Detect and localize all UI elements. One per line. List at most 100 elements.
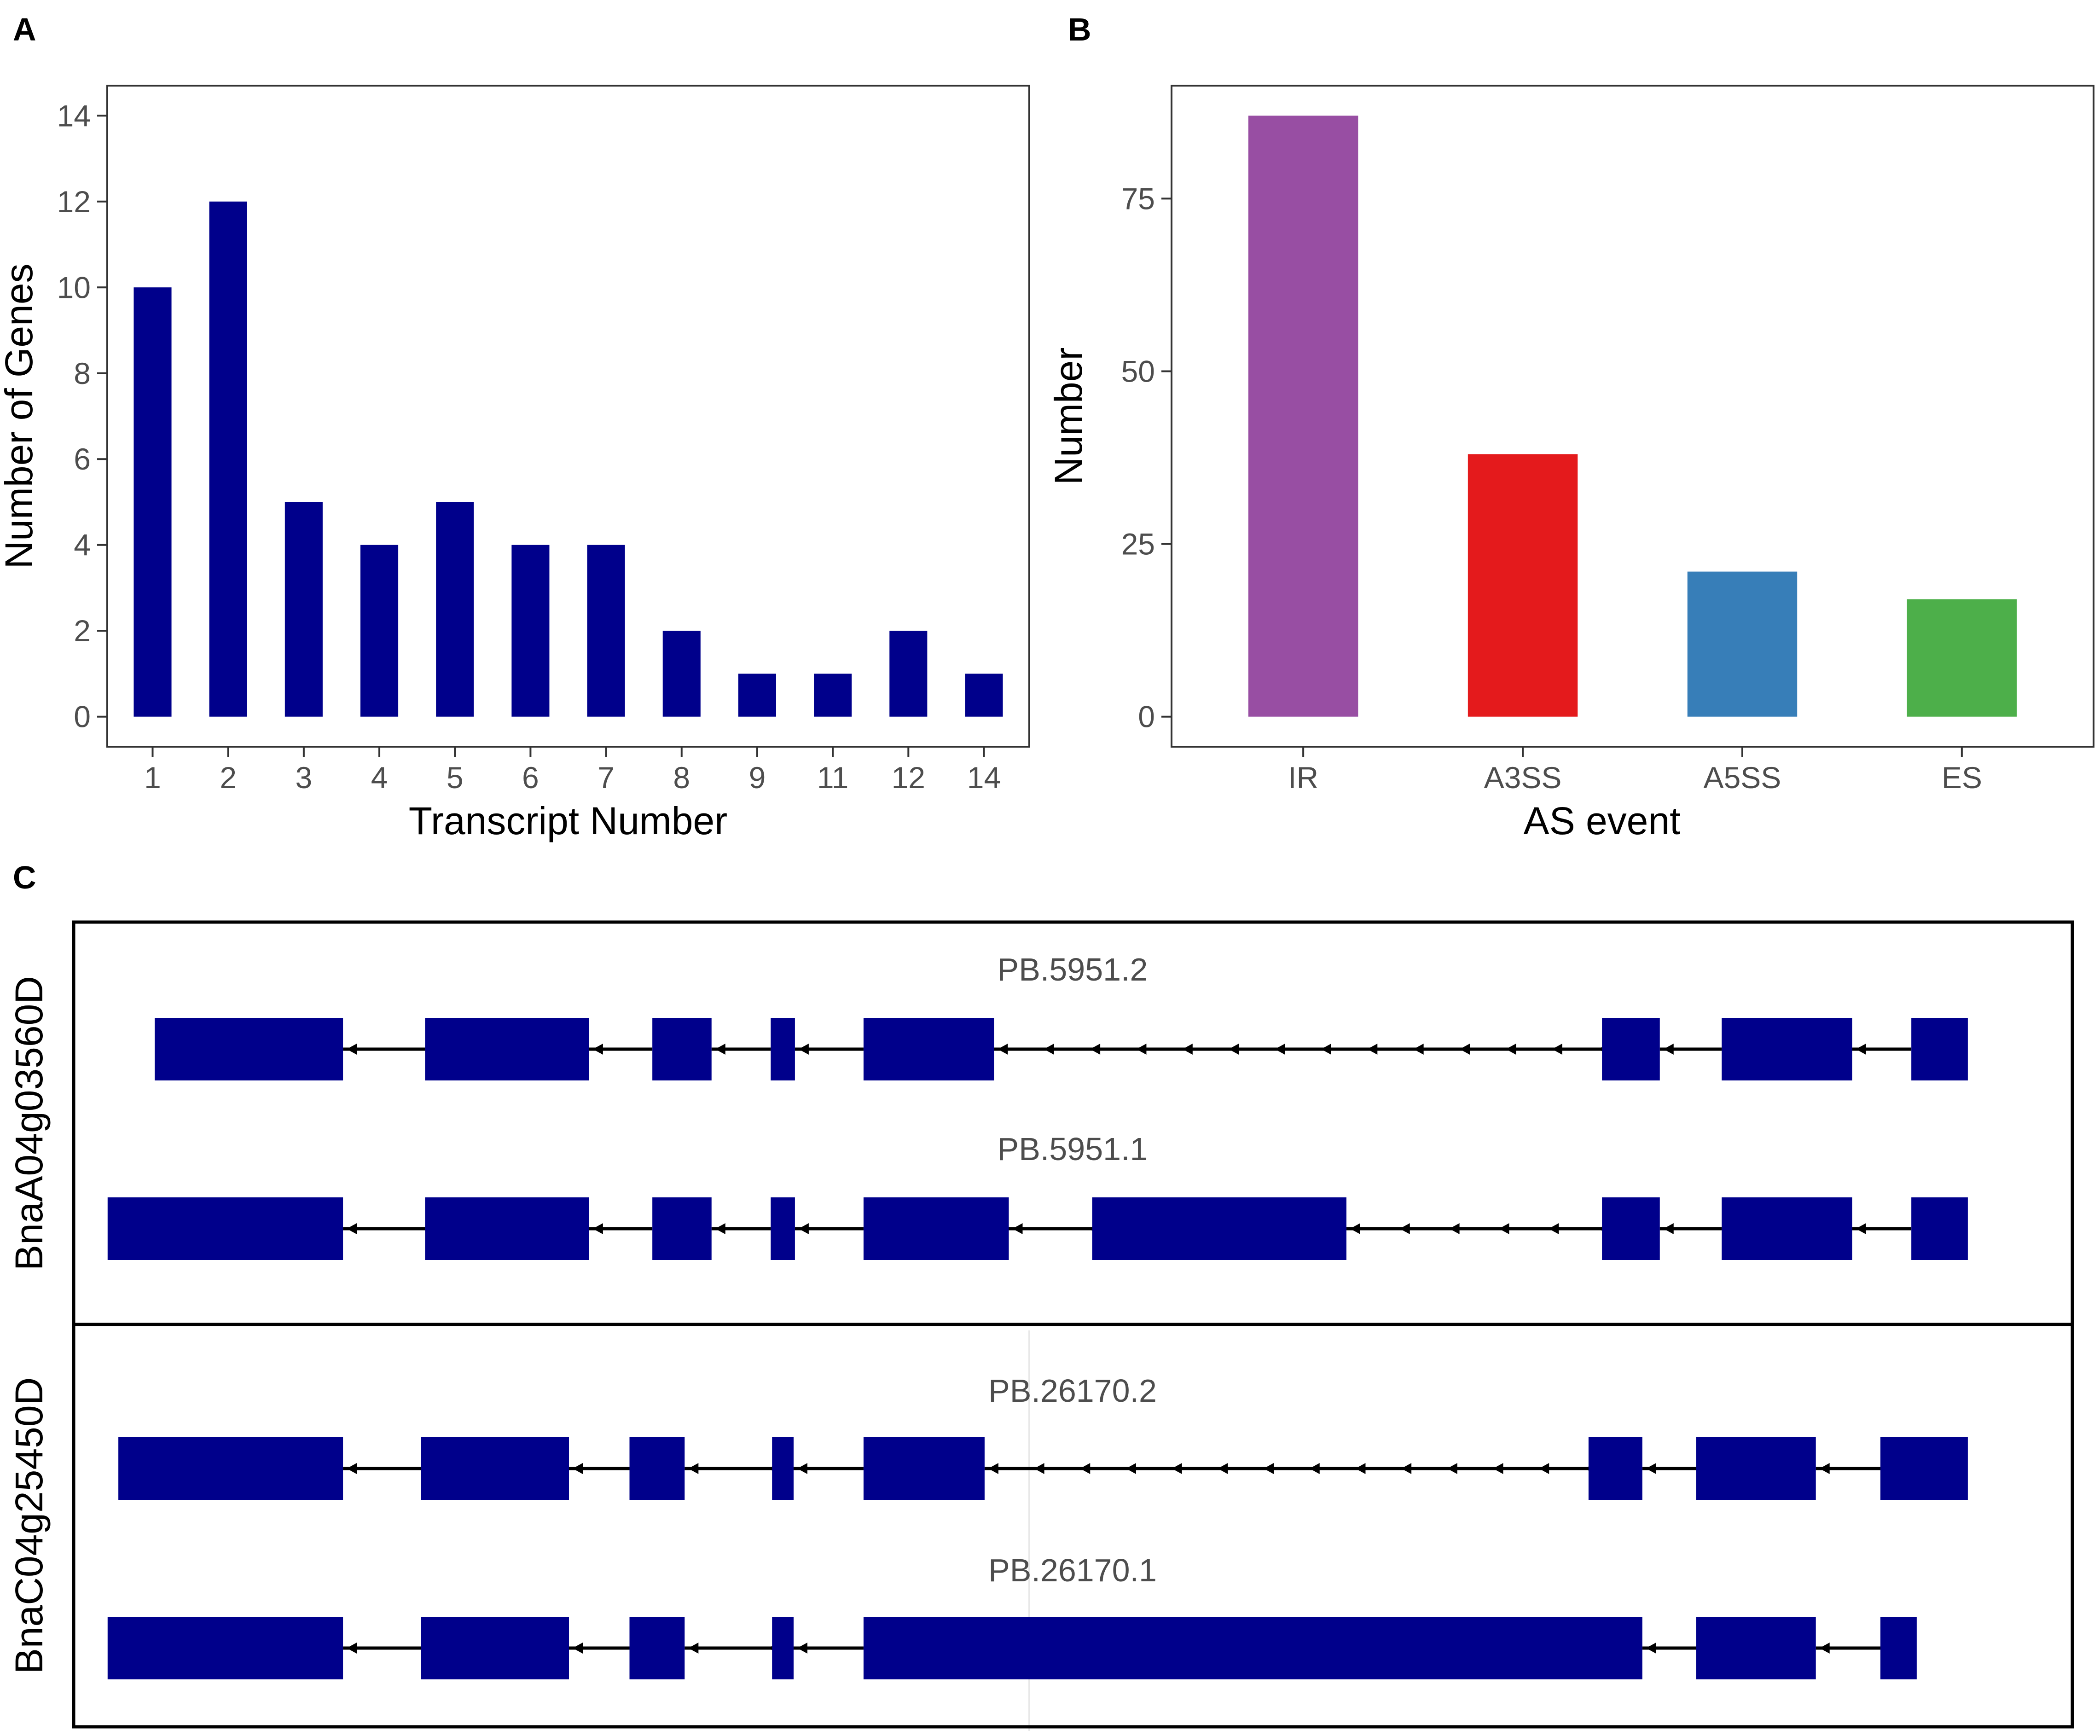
a-x-tick-label: 8 <box>673 761 690 795</box>
exon-block <box>772 1617 794 1679</box>
direction-arrow-icon <box>1090 1044 1101 1055</box>
isoform-track: PB.26170.2 <box>118 1373 1968 1500</box>
direction-arrow-icon <box>592 1044 603 1055</box>
a-y-tick-label: 4 <box>74 528 91 562</box>
direction-arrow-icon <box>715 1223 725 1234</box>
direction-arrow-icon <box>688 1643 699 1654</box>
direction-arrow-icon <box>688 1463 699 1474</box>
isoform-track: PB.26170.1 <box>107 1552 1917 1679</box>
a-y-tick-label: 2 <box>74 614 91 648</box>
direction-arrow-icon <box>1012 1223 1023 1234</box>
direction-arrow-icon <box>1449 1223 1460 1234</box>
exon-block <box>1696 1617 1816 1679</box>
a-x-tick-label: 9 <box>749 761 766 795</box>
b-bar-A5SS <box>1687 571 1798 717</box>
exon-block <box>1911 1018 1968 1080</box>
b-x-tick-label: ES <box>1942 761 1982 795</box>
chart-a-x-axis: 1 2 3 4 5 6 7 8 9 11 12 14 <box>144 747 1001 795</box>
exon-block <box>652 1197 712 1260</box>
a-y-tick-label: 0 <box>74 700 91 734</box>
exon-block <box>771 1018 795 1080</box>
direction-arrow-icon <box>1172 1463 1182 1474</box>
direction-arrow-icon <box>988 1463 998 1474</box>
isoform-label: PB.26170.2 <box>988 1373 1157 1409</box>
direction-arrow-icon <box>1125 1463 1136 1474</box>
b-y-tick-label: 75 <box>1121 181 1155 215</box>
a-x-tick-label: 14 <box>967 761 1001 795</box>
direction-arrow-icon <box>573 1643 583 1654</box>
direction-arrow-icon <box>1309 1463 1320 1474</box>
a-bar-8 <box>662 631 701 717</box>
exon-block <box>863 1018 994 1080</box>
chart-b-x-axis-title: AS event <box>1524 799 1681 842</box>
a-x-tick-label: 6 <box>522 761 539 795</box>
a-bar-4 <box>360 545 399 717</box>
direction-arrow-icon <box>1506 1044 1516 1055</box>
direction-arrow-icon <box>797 1643 807 1654</box>
a-x-tick-label: 1 <box>144 761 161 795</box>
exon-block <box>1588 1437 1642 1500</box>
a-x-tick-label: 2 <box>220 761 237 795</box>
exon-block <box>1092 1197 1346 1260</box>
a-bar-5 <box>436 502 474 717</box>
panel-label-c: C <box>13 859 36 895</box>
a-bar-3 <box>284 502 323 717</box>
exon-block <box>1722 1018 1852 1080</box>
direction-arrow-icon <box>1264 1463 1274 1474</box>
exon-block <box>1602 1197 1660 1260</box>
direction-arrow-icon <box>1350 1223 1360 1234</box>
chart-b-y-axis: 0 25 50 75 <box>1121 181 1172 734</box>
chart-a-y-axis-title: Number of Genes <box>0 264 41 569</box>
direction-arrow-icon <box>1401 1463 1412 1474</box>
a-x-tick-label: 5 <box>447 761 464 795</box>
direction-arrow-icon <box>798 1044 809 1055</box>
direction-arrow-icon <box>998 1044 1008 1055</box>
a-x-tick-label: 3 <box>296 761 313 795</box>
a-y-tick-label: 6 <box>74 442 91 476</box>
direction-arrow-icon <box>1552 1044 1562 1055</box>
a-x-tick-label: 4 <box>371 761 388 795</box>
isoform-tracks: PB.5951.2 PB.5951.1 PB.26170.2 PB.26170.1 <box>107 952 1968 1679</box>
exon-block <box>1722 1197 1852 1260</box>
b-bar-A3SS <box>1468 454 1578 717</box>
direction-arrow-icon <box>1355 1463 1366 1474</box>
exon-block <box>771 1197 795 1260</box>
isoform-track: PB.5951.1 <box>107 1131 1968 1260</box>
exon-block <box>863 1437 985 1500</box>
chart-a-y-axis: 0 2 4 6 8 10 12 14 <box>57 99 107 734</box>
direction-arrow-icon <box>1044 1044 1054 1055</box>
direction-arrow-icon <box>1182 1044 1193 1055</box>
gene-structure-panel: BnaA04g03560D BnaC04g25450D PB.5951.2PB.… <box>7 920 2074 1731</box>
exon-block <box>118 1437 343 1500</box>
b-x-tick-label: A5SS <box>1704 761 1781 795</box>
chart-b: 0 25 50 75 IR A3SS A5SS ES AS event Number <box>1047 85 2094 842</box>
direction-arrow-icon <box>1549 1223 1559 1234</box>
exon-block <box>1696 1437 1816 1500</box>
exon-block <box>1880 1437 1968 1500</box>
a-bar-7 <box>587 545 625 717</box>
direction-arrow-icon <box>1229 1044 1239 1055</box>
direction-arrow-icon <box>1275 1044 1285 1055</box>
direction-arrow-icon <box>1218 1463 1228 1474</box>
direction-arrow-icon <box>1646 1643 1656 1654</box>
a-x-tick-label: 7 <box>598 761 615 795</box>
direction-arrow-icon <box>1399 1223 1410 1234</box>
a-bar-9 <box>738 673 776 717</box>
direction-arrow-icon <box>1447 1463 1457 1474</box>
direction-arrow-icon <box>573 1463 583 1474</box>
direction-arrow-icon <box>1080 1463 1091 1474</box>
panel-label-b: B <box>1068 12 1091 47</box>
chart-b-bars <box>1248 116 2017 717</box>
exon-block <box>425 1018 589 1080</box>
exon-block <box>863 1197 1009 1260</box>
direction-arrow-icon <box>1136 1044 1147 1055</box>
exon-block <box>107 1617 343 1679</box>
direction-arrow-icon <box>1367 1044 1378 1055</box>
direction-arrow-icon <box>1413 1044 1424 1055</box>
chart-b-x-axis: IR A3SS A5SS ES <box>1288 747 1982 795</box>
a-y-tick-label: 12 <box>57 185 91 219</box>
direction-arrow-icon <box>1819 1643 1830 1654</box>
a-bar-1 <box>133 287 172 717</box>
